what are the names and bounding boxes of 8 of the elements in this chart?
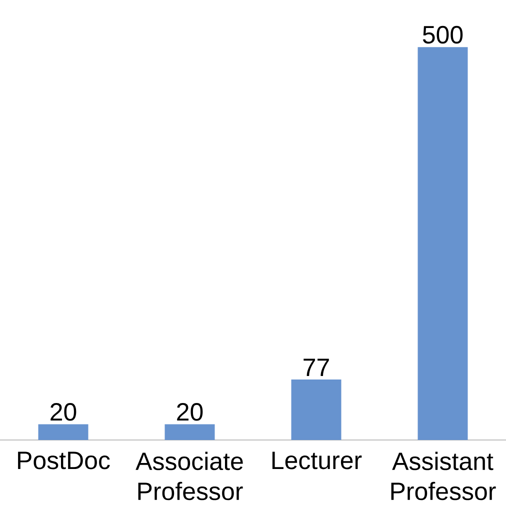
data-label: 20 [177, 403, 203, 421]
x-tick-label: Associate Professor [136, 452, 243, 500]
data-label: 20 [50, 403, 76, 421]
data-label: 500 [422, 26, 463, 44]
x-tick-label: Lecturer [272, 452, 362, 470]
data-label: 77 [304, 358, 329, 376]
x-tick-label: Assistant Professor [391, 452, 496, 500]
x-tick-label: PostDoc [18, 452, 110, 470]
